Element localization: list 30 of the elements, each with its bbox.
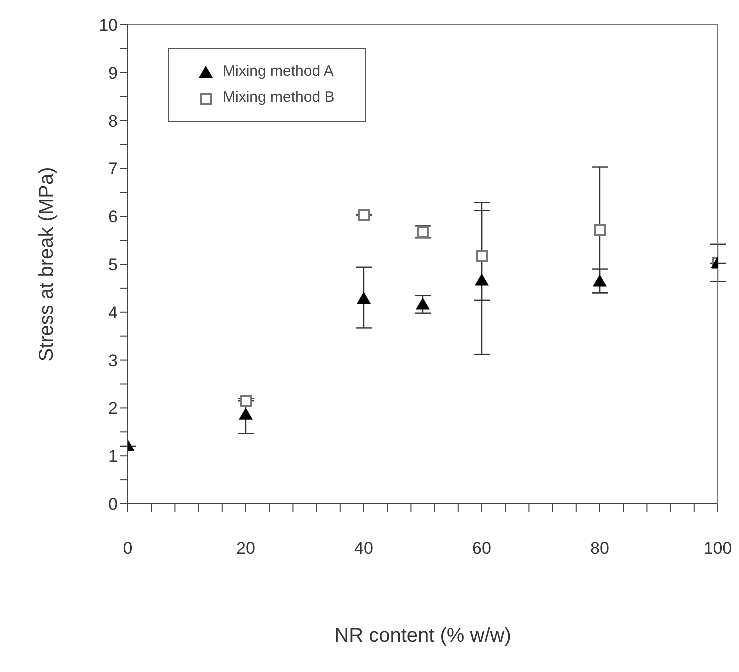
point <box>594 224 606 236</box>
y-tick-label: 7 <box>108 160 118 179</box>
y-tick-label: 5 <box>108 256 118 275</box>
point <box>475 274 489 286</box>
y-tick-label: 9 <box>108 64 118 83</box>
y-tick-label: 8 <box>108 112 118 131</box>
point <box>417 226 429 238</box>
legend-label: Mixing method A <box>223 62 334 82</box>
point <box>239 408 253 420</box>
y-tick-label: 6 <box>108 208 118 227</box>
point <box>357 292 371 304</box>
y-tick-label: 2 <box>108 399 118 418</box>
legend-label: Mixing method B <box>223 88 335 108</box>
x-tick-label: 60 <box>472 539 492 558</box>
y-axis-title: Stress at break (MPa) <box>36 167 58 362</box>
x-tick-label: 40 <box>354 539 374 558</box>
point <box>358 209 370 222</box>
x-tick-label: 0 <box>123 539 133 558</box>
x-axis-title: NR content (% w/w) <box>334 625 512 647</box>
point <box>416 298 430 310</box>
y-tick-label: 10 <box>99 16 118 36</box>
point <box>240 395 252 408</box>
y-tick-label: 0 <box>108 495 118 514</box>
point <box>593 274 607 287</box>
y-tick-label: 3 <box>108 351 118 370</box>
y-tick-label: 4 <box>108 303 118 322</box>
x-tick-label: 20 <box>236 539 256 558</box>
y-tick-label: 1 <box>108 447 118 466</box>
point <box>476 250 488 262</box>
x-tick-label: 80 <box>590 539 610 558</box>
